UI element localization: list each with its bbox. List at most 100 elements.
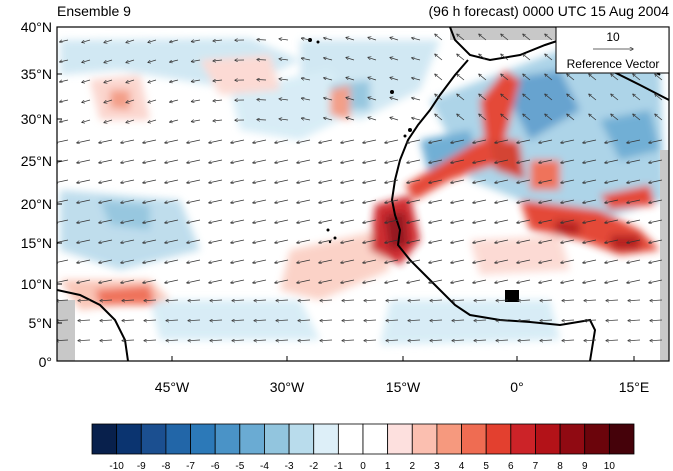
wind-vector [191, 60, 201, 62]
wind-vector [517, 179, 531, 183]
wind-vector [126, 39, 135, 43]
lon-axis: 45°W 30°W 15°W 0° 15°E [155, 379, 649, 395]
wind-vector [451, 199, 465, 203]
wind-vector [627, 179, 641, 183]
wind-vector [517, 259, 531, 263]
wind-vector [390, 58, 399, 61]
wind-vector [319, 259, 333, 263]
wind-vector [584, 340, 597, 341]
wind-vector [100, 340, 113, 341]
wind-vector [363, 179, 377, 183]
wind-vector [501, 54, 509, 61]
wind-vector [545, 74, 553, 81]
wind-vector [474, 300, 487, 301]
lat-tick-label: 0° [39, 354, 52, 370]
wind-vector [275, 159, 289, 163]
wind-vector [408, 340, 421, 341]
wind-vector [324, 38, 333, 41]
wind-vector [187, 139, 201, 143]
wind-vector [165, 179, 179, 183]
wind-vector [302, 118, 311, 120]
colorbar-swatch [239, 423, 265, 455]
wind-vector [99, 279, 113, 283]
wind-vector [633, 94, 641, 101]
wind-vector [407, 179, 421, 183]
colorbar-label: -7 [186, 461, 195, 471]
lon-ticks [171, 356, 635, 361]
wind-vector [121, 179, 135, 183]
lat-tick-label: 10°N [21, 276, 52, 292]
wind-vector [627, 239, 641, 243]
wind-vector [390, 98, 399, 101]
wind-vector [232, 320, 245, 321]
wind-vector [57, 179, 69, 183]
wind-vector [539, 199, 553, 203]
wind-vector [385, 139, 399, 143]
wind-vector [319, 219, 333, 223]
wind-vector [143, 279, 157, 283]
reference-vector-label: Reference Vector [567, 57, 660, 71]
reference-vector-magnitude: 10 [606, 30, 620, 44]
wind-vector [121, 139, 135, 143]
wind-vector [655, 114, 663, 121]
wind-vector [584, 320, 597, 321]
title-left: Ensemble 9 [57, 3, 131, 19]
wind-vector [213, 80, 223, 81]
wind-vector [539, 279, 553, 283]
colorbar-label: -10 [109, 461, 124, 471]
wind-vector [408, 300, 421, 301]
lon-tick-label: 15°E [619, 379, 650, 395]
wind-vector [324, 98, 333, 101]
wind-vector [435, 114, 443, 121]
wind-vector [254, 340, 267, 341]
wind-vector [363, 219, 377, 223]
wind-vector [346, 38, 355, 41]
colorbar-label: 0 [360, 461, 366, 471]
wind-vector [495, 139, 509, 143]
wind-vector [627, 279, 641, 283]
wind-vector [82, 59, 91, 62]
colorbar-label: 9 [582, 461, 588, 471]
wind-vector [165, 199, 179, 203]
colorbar-labels: -10 -9 -8 -7 -6 -5 -4 -3 -2 -1 0 1 2 3 4 5 6 7 8 9 10 [109, 461, 615, 471]
wind-vector [148, 39, 157, 42]
colorbar-swatch [313, 423, 339, 455]
wind-vector [517, 139, 531, 143]
lon-tick-label: 0° [510, 379, 523, 395]
wind-vector [390, 38, 399, 41]
wind-vector [144, 320, 157, 321]
wind-vector [319, 159, 333, 163]
wind-vector [319, 179, 333, 183]
wind-vector [165, 219, 179, 223]
wind-vector [148, 59, 157, 62]
wind-vector [279, 59, 289, 60]
wind-vector [82, 99, 91, 102]
lon-tick-label: 45°W [155, 379, 190, 395]
wind-vector [279, 39, 289, 40]
wind-vector [633, 114, 641, 121]
wind-vector [583, 159, 597, 163]
wind-vector [561, 259, 575, 263]
wind-vector [435, 54, 443, 61]
wind-vector [545, 94, 553, 101]
wind-vector [429, 279, 443, 283]
wind-vector [302, 78, 311, 80]
wind-vector [627, 219, 641, 223]
wind-vector [611, 114, 619, 121]
wind-vector [473, 179, 487, 183]
wind-vector [649, 259, 663, 263]
wind-vector [540, 300, 553, 301]
wind-vector [170, 99, 179, 102]
wind-vector [253, 139, 267, 143]
wind-vector [495, 179, 509, 183]
wind-vector [457, 34, 465, 41]
wind-vector [231, 139, 245, 143]
wind-vector [126, 99, 135, 103]
wind-vector [213, 60, 223, 61]
wind-vector [57, 340, 69, 341]
wind-vector [539, 139, 553, 143]
wind-vector [501, 34, 509, 41]
wind-vector [385, 159, 399, 163]
wind-vector [517, 239, 531, 243]
wind-vector [187, 259, 201, 263]
